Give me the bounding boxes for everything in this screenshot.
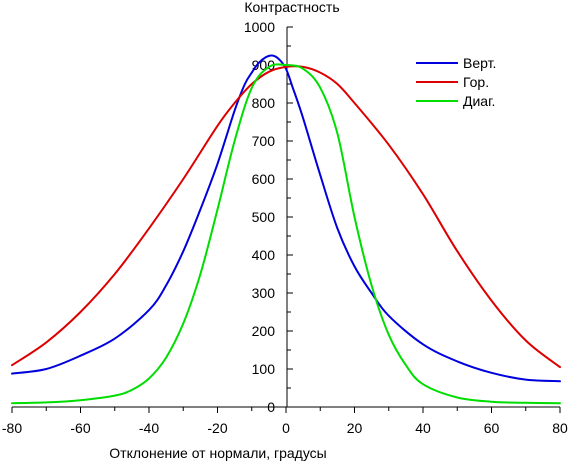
y-tick-label: 700: [252, 133, 276, 149]
x-tick-label: 60: [484, 420, 500, 436]
x-tick-label: 40: [415, 420, 431, 436]
x-tick-label: 20: [347, 420, 363, 436]
y-tick-label: 300: [252, 285, 276, 301]
x-tick-label: -80: [2, 420, 22, 436]
y-tick-label: 0: [267, 399, 275, 415]
legend-label: Верт.: [463, 55, 496, 71]
x-tick-label: -40: [139, 420, 159, 436]
y-axis-title: Контрастность: [244, 0, 339, 15]
x-tick-label: 80: [552, 420, 568, 436]
y-tick-label: 100: [252, 361, 276, 377]
y-tick-label: 500: [252, 209, 276, 225]
y-tick-label: 600: [252, 171, 276, 187]
y-tick-label: 400: [252, 247, 276, 263]
legend-label: Гор.: [463, 74, 489, 90]
x-tick-label: 0: [282, 420, 290, 436]
legend: Верт. Гор. Диаг.: [416, 55, 496, 109]
series-layer: [11, 54, 561, 405]
axes: -80 -60 -40 -20 0 20 40 60 800100200300400500600…: [2, 19, 568, 436]
y-tick-label: 800: [252, 95, 276, 111]
series-line-2: [11, 63, 561, 405]
x-axis-title: Отклонение от нормали, градусы: [109, 445, 326, 461]
y-tick-label: 200: [252, 323, 276, 339]
y-tick-label: 900: [252, 57, 276, 73]
x-tick-label: -20: [207, 420, 227, 436]
legend-label: Диаг.: [463, 93, 495, 109]
y-tick-label: 1000: [244, 19, 275, 35]
x-tick-label: -60: [70, 420, 90, 436]
series-line-1: [11, 65, 561, 369]
series-line-0: [11, 54, 561, 383]
